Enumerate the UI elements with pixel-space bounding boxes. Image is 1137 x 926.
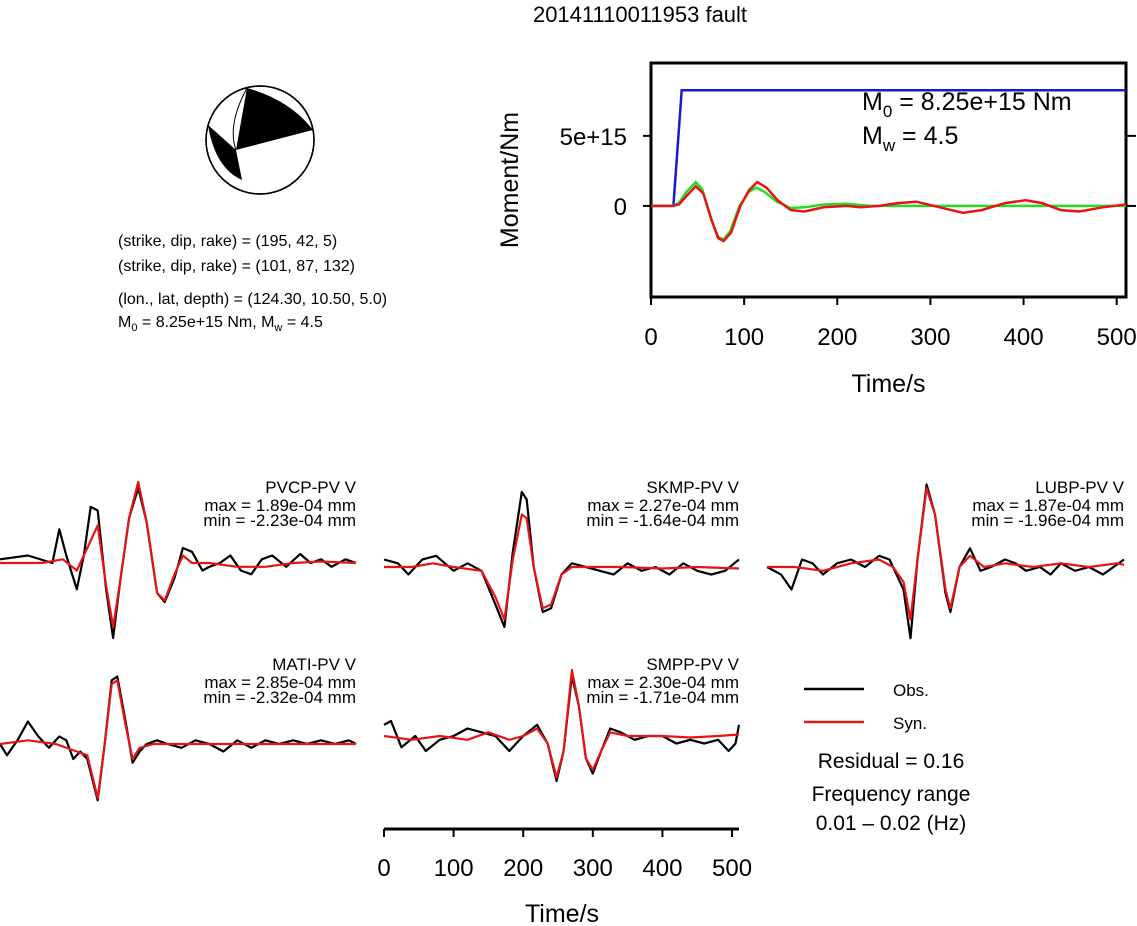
syn-trace-0 xyxy=(0,480,357,628)
frequency-range-label: Frequency range xyxy=(812,783,971,806)
syn-trace-1 xyxy=(384,513,740,621)
station-min-3: min = -2.32e-04 mm xyxy=(203,688,356,707)
strike-dip-rake-2: (strike, dip, rake) = (101, 87, 132) xyxy=(118,258,355,275)
location-depth: (lon., lat, depth) = (124.30, 10.50, 5.0… xyxy=(118,291,388,308)
waveform-xtick-label: 0 xyxy=(377,855,390,882)
legend-obs-label: Obs. xyxy=(893,681,929,700)
station-name-4: SMPP-PV V xyxy=(646,655,739,674)
moment-xtick-label: 500 xyxy=(1097,324,1137,351)
station-max-4: max = 2.30e-04 mm xyxy=(587,673,739,692)
moment-xtick-label: 300 xyxy=(910,324,950,351)
moment-annotation-mw: Mw = 4.5 xyxy=(862,122,958,155)
station-name-0: PVCP-PV V xyxy=(265,478,356,497)
moment-ytick-label: 5e+15 xyxy=(560,124,627,151)
moment-xtick-label: 200 xyxy=(817,324,857,351)
moment-series-2 xyxy=(651,180,1127,243)
station-min-4: min = -1.71e-04 mm xyxy=(586,688,739,707)
waveform-xtick-label: 400 xyxy=(642,855,682,882)
station-max-1: max = 2.27e-04 mm xyxy=(587,496,739,515)
moment-xtick-label: 400 xyxy=(1004,324,1044,351)
waveform-xtick-label: 200 xyxy=(503,855,543,882)
strike-dip-rake-1: (strike, dip, rake) = (195, 42, 5) xyxy=(118,233,338,250)
frequency-range-value: 0.01 – 0.02 (Hz) xyxy=(816,812,967,835)
waveform-xtick-label: 100 xyxy=(434,855,474,882)
station-min-2: min = -1.96e-04 mm xyxy=(971,511,1124,530)
moment-ylabel: Moment/Nm xyxy=(496,112,524,248)
station-name-1: SKMP-PV V xyxy=(646,478,739,497)
obs-trace-3 xyxy=(0,675,357,802)
moment-annotation-m0: M0 = 8.25e+15 Nm xyxy=(862,88,1072,121)
page-title: 20141110011953 fault xyxy=(532,2,748,27)
syn-trace-2 xyxy=(767,487,1125,621)
station-max-0: max = 1.89e-04 mm xyxy=(204,496,356,515)
beachball-icon xyxy=(205,85,315,195)
station-min-0: min = -2.23e-04 mm xyxy=(203,511,356,530)
station-name-2: LUBP-PV V xyxy=(1035,478,1124,497)
moment-magnitude-text: M0 = 8.25e+15 Nm, Mw = 4.5 xyxy=(118,314,323,335)
station-min-1: min = -1.64e-04 mm xyxy=(586,511,739,530)
syn-trace-4 xyxy=(383,668,740,779)
residual-text: Residual = 0.16 xyxy=(818,750,965,773)
moment-xlabel: Time/s xyxy=(851,370,925,398)
syn-trace-3 xyxy=(0,679,356,800)
moment-xtick-label: 0 xyxy=(644,324,657,351)
waveform-xlabel: Time/s xyxy=(525,900,599,926)
moment-series-1 xyxy=(651,180,1126,242)
moment-ytick-label: 0 xyxy=(614,194,627,221)
waveform-xtick-label: 300 xyxy=(573,855,613,882)
obs-trace-1 xyxy=(383,490,740,629)
station-max-3: max = 2.85e-04 mm xyxy=(204,673,356,692)
station-name-3: MATI-PV V xyxy=(272,655,356,674)
waveform-xtick-label: 500 xyxy=(712,855,752,882)
station-max-2: max = 1.87e-04 mm xyxy=(972,496,1124,515)
legend-syn-label: Syn. xyxy=(893,714,927,733)
moment-plot-frame xyxy=(649,61,1128,299)
moment-xtick-label: 100 xyxy=(724,324,764,351)
